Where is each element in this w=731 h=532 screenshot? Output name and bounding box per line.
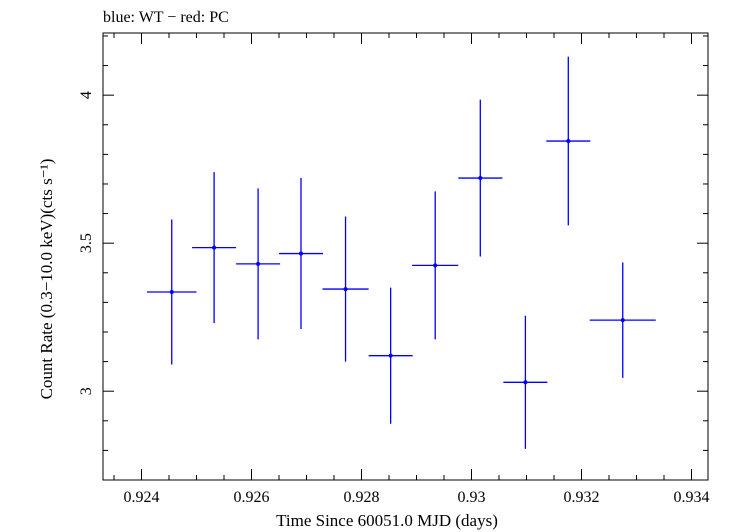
x-tick-label: 0.928 xyxy=(344,489,380,506)
data-marker xyxy=(388,353,393,358)
data-point xyxy=(589,262,656,378)
data-marker xyxy=(620,318,625,323)
data-points xyxy=(147,56,656,449)
y-tick-labels: 33.54 xyxy=(78,91,95,395)
x-tick-label: 0.924 xyxy=(124,489,160,506)
x-axis-label: Time Since 60051.0 MJD (days) xyxy=(276,511,498,530)
data-point xyxy=(503,315,548,449)
data-marker xyxy=(343,287,348,292)
data-point xyxy=(412,191,459,340)
y-axis-label: Count Rate (0.3−10.0 keV)(cts s⁻¹) xyxy=(37,159,56,400)
data-point xyxy=(322,216,369,362)
data-marker xyxy=(169,290,174,295)
data-point xyxy=(192,172,237,324)
y-tick-label: 4 xyxy=(78,91,95,99)
plot-frame xyxy=(102,32,709,481)
chart-title: blue: WT − red: PC xyxy=(103,9,229,26)
data-marker xyxy=(566,139,571,144)
data-point xyxy=(147,219,197,365)
data-point xyxy=(236,188,281,340)
data-marker xyxy=(478,176,483,181)
y-tick-label: 3 xyxy=(78,387,95,395)
data-marker xyxy=(433,263,438,268)
data-point xyxy=(368,287,413,424)
data-marker xyxy=(523,380,528,385)
data-marker xyxy=(256,261,261,266)
x-tick-label: 0.926 xyxy=(234,489,270,506)
y-tick-label: 3.5 xyxy=(78,233,95,253)
axis-ticks xyxy=(103,33,708,481)
data-point xyxy=(279,178,323,330)
x-tick-labels: 0.924 0.926 0.928 0.93 0.932 0.934 xyxy=(124,489,710,506)
data-point xyxy=(458,99,503,257)
x-tick-label: 0.93 xyxy=(458,489,486,506)
x-tick-label: 0.932 xyxy=(564,489,600,506)
data-marker xyxy=(299,251,303,256)
x-tick-label: 0.934 xyxy=(674,489,710,506)
data-marker xyxy=(212,245,217,250)
data-point xyxy=(546,56,591,226)
